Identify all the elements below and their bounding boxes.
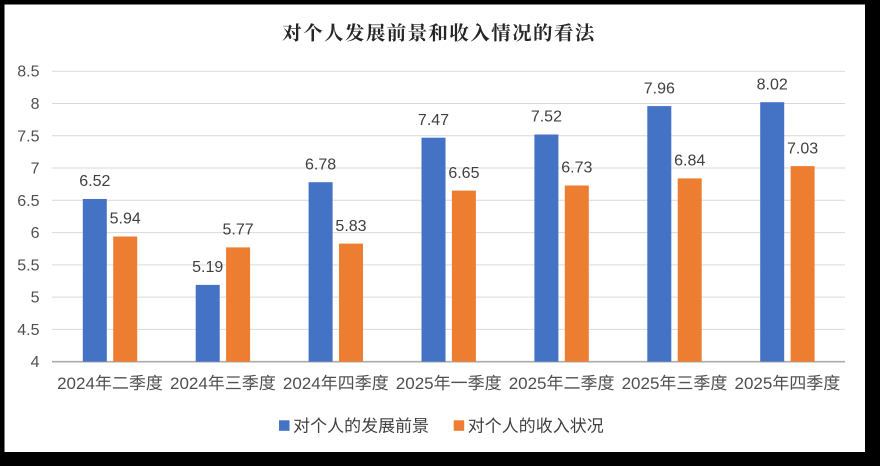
- svg-text:6.65: 6.65: [448, 165, 479, 182]
- svg-text:2025: 2025: [735, 374, 773, 393]
- svg-text:6.5: 6.5: [17, 193, 39, 210]
- svg-text:8: 8: [31, 96, 40, 113]
- svg-text:2025: 2025: [622, 374, 660, 393]
- svg-text:7.96: 7.96: [644, 80, 675, 97]
- svg-text:5: 5: [31, 290, 40, 307]
- svg-text:7.47: 7.47: [418, 112, 449, 129]
- svg-text:5.94: 5.94: [110, 211, 141, 228]
- svg-text:2024: 2024: [170, 374, 208, 393]
- svg-text:6.84: 6.84: [674, 153, 705, 170]
- svg-text:2024: 2024: [283, 374, 321, 393]
- svg-text:5.83: 5.83: [335, 218, 366, 235]
- svg-text:4: 4: [31, 354, 40, 371]
- svg-text:6.78: 6.78: [305, 156, 336, 173]
- svg-text:2025: 2025: [509, 374, 547, 393]
- svg-text:7.5: 7.5: [17, 128, 39, 145]
- svg-text:7.03: 7.03: [787, 140, 818, 157]
- svg-text:5.19: 5.19: [192, 259, 223, 276]
- svg-text:5.5: 5.5: [17, 257, 39, 274]
- svg-text:6: 6: [31, 225, 40, 242]
- svg-text:2024: 2024: [57, 374, 95, 393]
- svg-text:6.73: 6.73: [561, 160, 592, 177]
- svg-text:6.52: 6.52: [79, 173, 110, 190]
- svg-text:2025: 2025: [396, 374, 434, 393]
- svg-text:5.77: 5.77: [223, 222, 254, 239]
- svg-text:4.5: 4.5: [17, 322, 39, 339]
- svg-text:8.02: 8.02: [757, 76, 788, 93]
- svg-text:7: 7: [31, 161, 40, 178]
- svg-text:8.5: 8.5: [17, 64, 39, 81]
- svg-text:7.52: 7.52: [531, 109, 562, 126]
